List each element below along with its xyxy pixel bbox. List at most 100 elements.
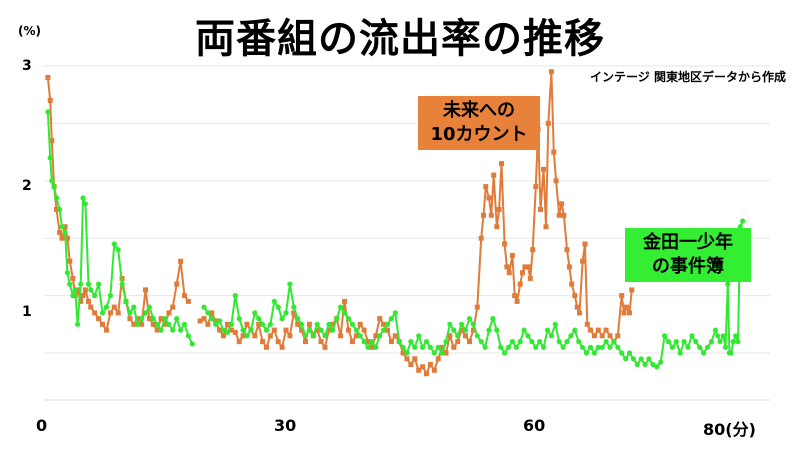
data-point: [236, 316, 242, 322]
data-point: [506, 270, 512, 276]
data-point: [373, 333, 379, 339]
data-point: [587, 344, 594, 350]
data-point: [174, 281, 180, 287]
data-point: [279, 344, 285, 350]
series-line-orange: [46, 77, 190, 332]
data-point: [373, 344, 379, 350]
data-point: [224, 329, 231, 335]
data-point: [588, 327, 593, 333]
data-point: [517, 281, 523, 287]
data-point: [569, 281, 575, 287]
x-tick-label: 0: [36, 416, 48, 435]
data-point: [630, 356, 637, 362]
data-point: [431, 350, 437, 356]
data-point: [599, 344, 605, 350]
data-point: [384, 321, 391, 327]
data-point: [568, 333, 574, 339]
data-point: [431, 367, 437, 373]
data-point: [291, 304, 297, 310]
data-point: [213, 321, 219, 327]
data-point: [220, 327, 227, 333]
data-point: [553, 178, 559, 184]
data-point: [342, 298, 347, 304]
data-point: [271, 327, 277, 333]
data-point: [623, 304, 629, 310]
data-point: [443, 350, 449, 356]
data-point: [552, 321, 558, 327]
series-label-green: 金田一少年 の事件簿: [625, 228, 751, 282]
data-point: [494, 224, 500, 230]
data-point: [119, 281, 125, 287]
x-tick-label: 30: [274, 416, 297, 435]
data-point: [341, 310, 348, 316]
data-point: [283, 310, 289, 316]
data-point: [189, 341, 195, 347]
chart-title: 両番組の流出率の推移: [195, 16, 605, 62]
data-point: [533, 344, 539, 350]
data-point: [349, 321, 355, 327]
data-point: [86, 298, 91, 304]
data-point: [478, 235, 484, 241]
data-point: [451, 344, 457, 350]
data-point: [146, 316, 152, 322]
data-point: [213, 318, 219, 324]
data-point: [361, 339, 367, 345]
data-point: [142, 310, 149, 316]
data-point: [423, 339, 430, 345]
data-point: [64, 270, 70, 276]
data-point: [357, 321, 363, 327]
data-point: [483, 184, 489, 190]
data-point: [520, 270, 525, 276]
data-point: [509, 252, 515, 258]
data-point: [522, 264, 528, 270]
data-point: [538, 207, 543, 212]
data-point: [704, 344, 711, 350]
data-point: [107, 310, 113, 316]
data-point: [346, 327, 351, 333]
data-point: [396, 339, 402, 345]
data-point: [455, 339, 461, 345]
data-point: [232, 329, 238, 335]
data-point: [486, 327, 492, 333]
data-point: [548, 69, 554, 75]
data-point: [629, 287, 635, 293]
data-point: [96, 316, 102, 322]
data-point: [427, 362, 433, 367]
data-point: [303, 339, 308, 345]
data-point: [67, 281, 73, 287]
data-point: [345, 316, 352, 322]
data-point: [740, 218, 746, 224]
data-point: [447, 321, 453, 327]
data-point: [673, 339, 679, 345]
data-point: [521, 327, 527, 333]
data-point: [178, 258, 184, 264]
data-point: [326, 321, 332, 327]
data-point: [735, 339, 741, 345]
data-point: [498, 344, 504, 350]
data-point: [733, 333, 739, 339]
data-point: [584, 321, 590, 327]
data-point: [420, 344, 426, 350]
data-point: [54, 207, 59, 212]
data-point: [583, 350, 590, 356]
data-point: [576, 339, 582, 345]
data-point: [353, 327, 359, 333]
data-point: [525, 333, 531, 339]
data-point: [82, 287, 88, 293]
data-point: [182, 293, 187, 299]
data-point: [127, 316, 133, 322]
data-point: [504, 264, 510, 270]
data-point: [564, 247, 570, 253]
data-point: [201, 304, 207, 310]
data-point: [712, 327, 719, 333]
data-point: [240, 333, 246, 339]
data-point: [435, 356, 441, 362]
data-point: [486, 195, 492, 201]
data-point: [466, 316, 473, 322]
data-point: [240, 327, 246, 333]
data-point: [525, 264, 531, 270]
data-point: [455, 333, 461, 339]
data-point: [338, 333, 344, 339]
y-unit-label: (%): [18, 24, 41, 38]
data-point: [408, 339, 414, 345]
